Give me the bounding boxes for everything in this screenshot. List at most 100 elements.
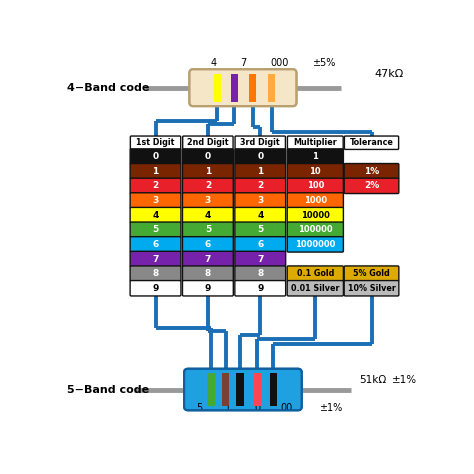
- Text: 6: 6: [205, 240, 211, 249]
- FancyBboxPatch shape: [231, 74, 238, 101]
- Text: 100000: 100000: [298, 225, 333, 234]
- FancyBboxPatch shape: [345, 136, 399, 149]
- FancyBboxPatch shape: [130, 178, 181, 193]
- FancyBboxPatch shape: [182, 251, 233, 267]
- Text: 9: 9: [152, 284, 159, 293]
- FancyBboxPatch shape: [344, 178, 399, 193]
- Text: ±1%: ±1%: [319, 402, 342, 413]
- Text: 4: 4: [152, 210, 159, 219]
- Text: Tolerance: Tolerance: [350, 138, 393, 147]
- Text: 4−Band code: 4−Band code: [66, 82, 149, 93]
- FancyBboxPatch shape: [287, 193, 343, 208]
- FancyBboxPatch shape: [222, 374, 229, 406]
- Text: 6: 6: [153, 240, 159, 249]
- Text: 5: 5: [196, 402, 202, 413]
- FancyBboxPatch shape: [270, 374, 277, 406]
- FancyBboxPatch shape: [287, 222, 343, 237]
- Text: 5% Gold: 5% Gold: [353, 269, 390, 278]
- Text: 7: 7: [205, 255, 211, 264]
- FancyBboxPatch shape: [287, 281, 343, 296]
- Text: 1: 1: [205, 167, 211, 176]
- FancyBboxPatch shape: [235, 136, 285, 149]
- Text: 1000: 1000: [304, 196, 327, 205]
- FancyBboxPatch shape: [130, 266, 181, 282]
- Text: 8: 8: [257, 269, 264, 278]
- FancyBboxPatch shape: [182, 136, 233, 149]
- FancyBboxPatch shape: [235, 208, 286, 223]
- FancyBboxPatch shape: [130, 149, 181, 164]
- Text: 000: 000: [270, 58, 289, 68]
- Text: 0: 0: [257, 152, 264, 161]
- Text: 10000: 10000: [301, 210, 330, 219]
- Text: 1%: 1%: [364, 167, 379, 176]
- FancyBboxPatch shape: [182, 208, 233, 223]
- FancyBboxPatch shape: [235, 164, 286, 179]
- Text: 7: 7: [152, 255, 159, 264]
- FancyBboxPatch shape: [235, 266, 286, 282]
- Text: 0.01 Silver: 0.01 Silver: [291, 284, 339, 293]
- Text: 10% Silver: 10% Silver: [347, 284, 395, 293]
- FancyBboxPatch shape: [130, 208, 181, 223]
- Text: 7: 7: [240, 58, 246, 68]
- Text: 9: 9: [205, 284, 211, 293]
- Text: 4: 4: [205, 210, 211, 219]
- FancyBboxPatch shape: [235, 237, 286, 252]
- FancyBboxPatch shape: [130, 136, 181, 149]
- FancyBboxPatch shape: [130, 281, 181, 296]
- FancyBboxPatch shape: [130, 237, 181, 252]
- Text: 1st Digit: 1st Digit: [137, 138, 175, 147]
- FancyBboxPatch shape: [130, 193, 181, 208]
- FancyBboxPatch shape: [344, 164, 399, 179]
- Text: 3: 3: [205, 196, 211, 205]
- Text: 2nd Digit: 2nd Digit: [187, 138, 228, 147]
- Text: 100: 100: [307, 182, 324, 191]
- FancyBboxPatch shape: [189, 69, 297, 106]
- Text: 4: 4: [257, 210, 264, 219]
- Text: 1: 1: [257, 167, 264, 176]
- FancyBboxPatch shape: [182, 193, 233, 208]
- Text: 2: 2: [257, 182, 264, 191]
- FancyBboxPatch shape: [237, 374, 244, 406]
- FancyBboxPatch shape: [182, 266, 233, 282]
- Text: 6: 6: [257, 240, 264, 249]
- Text: 2%: 2%: [364, 182, 379, 191]
- Text: 8: 8: [153, 269, 159, 278]
- FancyBboxPatch shape: [235, 281, 286, 296]
- Text: 0: 0: [255, 402, 261, 413]
- Text: 4: 4: [210, 58, 217, 68]
- Text: 0: 0: [205, 152, 211, 161]
- FancyBboxPatch shape: [130, 164, 181, 179]
- FancyBboxPatch shape: [287, 237, 343, 252]
- FancyBboxPatch shape: [287, 164, 343, 179]
- FancyBboxPatch shape: [287, 149, 343, 164]
- FancyBboxPatch shape: [268, 74, 275, 101]
- Text: 9: 9: [257, 284, 264, 293]
- FancyBboxPatch shape: [287, 178, 343, 193]
- Text: 00: 00: [281, 402, 293, 413]
- FancyBboxPatch shape: [344, 281, 399, 296]
- Text: 1: 1: [312, 152, 318, 161]
- FancyBboxPatch shape: [235, 193, 286, 208]
- Text: 2: 2: [153, 182, 159, 191]
- FancyBboxPatch shape: [287, 266, 343, 282]
- Text: 10: 10: [310, 167, 321, 176]
- FancyBboxPatch shape: [214, 74, 221, 101]
- Text: 5: 5: [257, 225, 264, 234]
- FancyBboxPatch shape: [184, 369, 302, 410]
- Text: Multiplier: Multiplier: [293, 138, 337, 147]
- Text: 7: 7: [257, 255, 264, 264]
- FancyBboxPatch shape: [235, 222, 286, 237]
- FancyBboxPatch shape: [182, 237, 233, 252]
- Text: ±1%: ±1%: [392, 375, 417, 385]
- Text: 1: 1: [225, 402, 231, 413]
- FancyBboxPatch shape: [130, 222, 181, 237]
- FancyBboxPatch shape: [182, 149, 233, 164]
- FancyBboxPatch shape: [182, 164, 233, 179]
- FancyBboxPatch shape: [182, 222, 233, 237]
- Text: 51kΩ: 51kΩ: [359, 375, 386, 385]
- FancyBboxPatch shape: [287, 208, 343, 223]
- Text: 3: 3: [257, 196, 264, 205]
- FancyBboxPatch shape: [287, 136, 343, 149]
- Text: 2: 2: [205, 182, 211, 191]
- Text: 3: 3: [153, 196, 159, 205]
